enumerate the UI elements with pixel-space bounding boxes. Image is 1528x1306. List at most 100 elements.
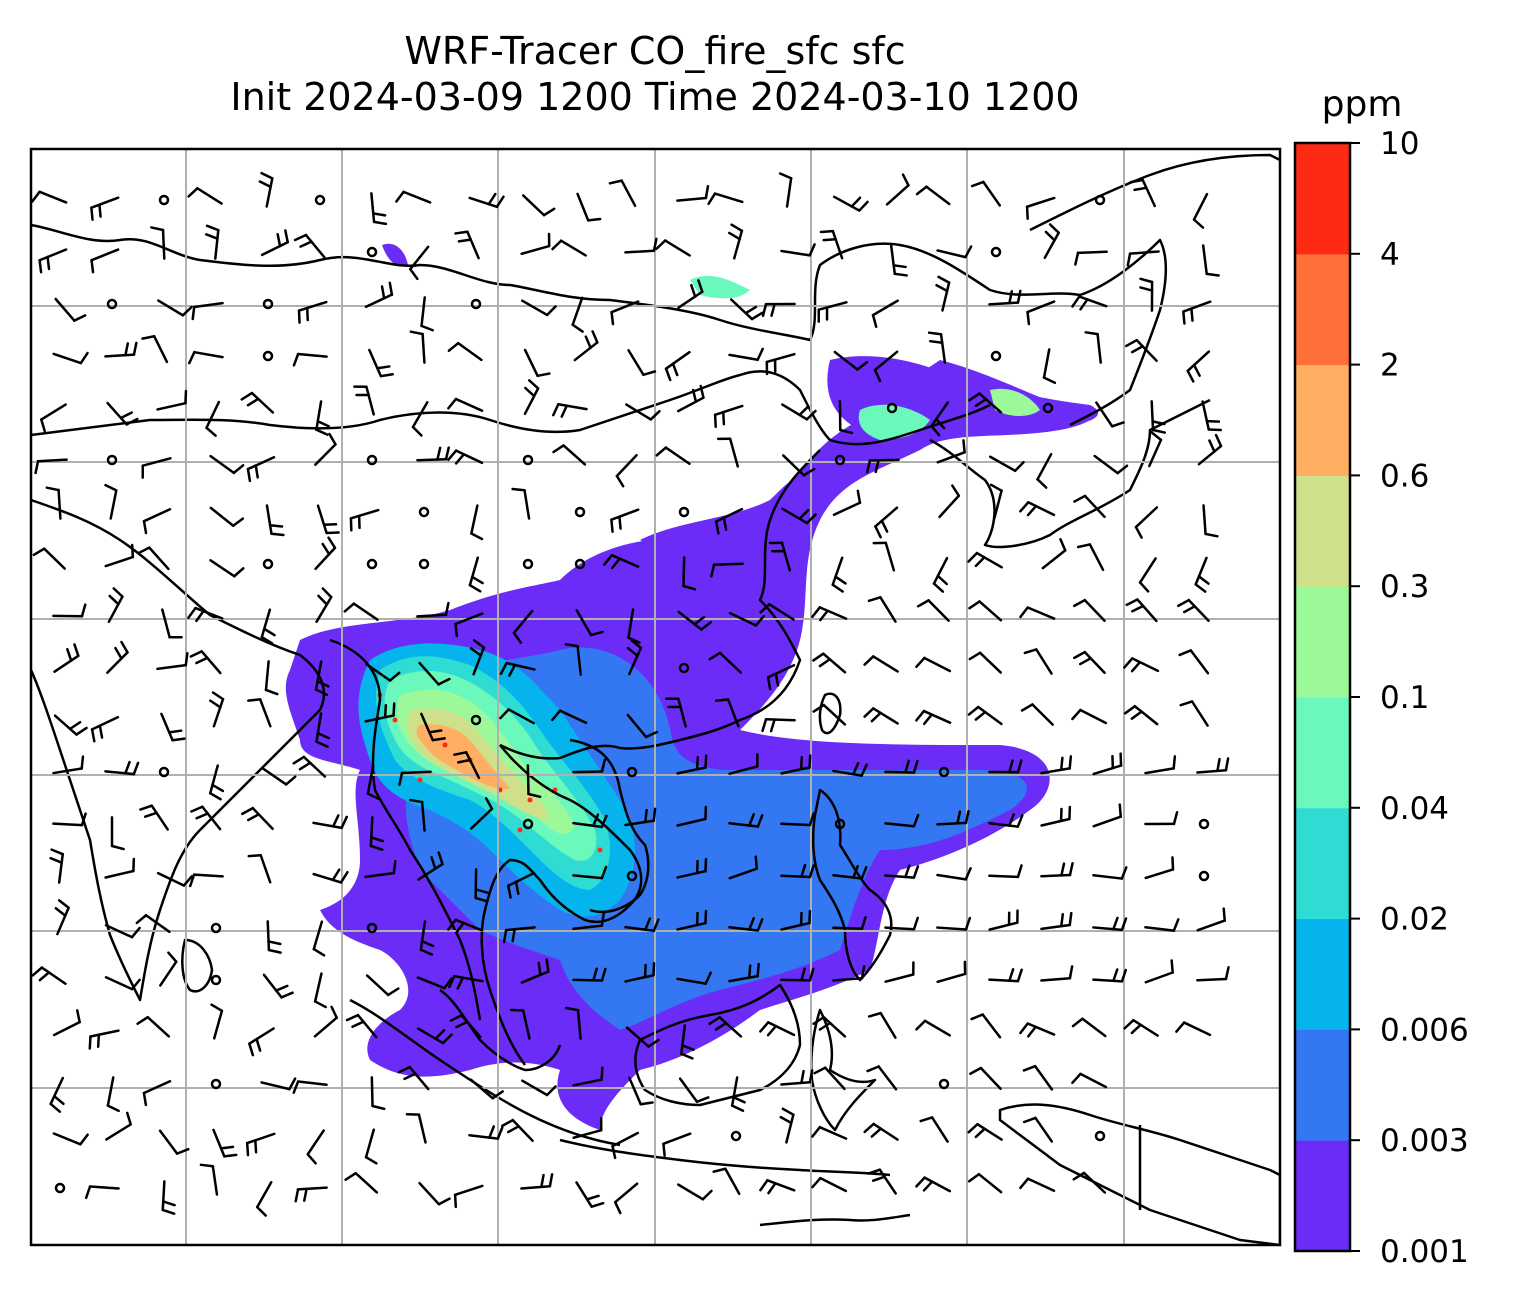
wind-barb-flag	[974, 710, 987, 721]
wind-barb	[712, 562, 744, 566]
wind-barb	[615, 453, 638, 478]
wind-barb-flag	[298, 761, 312, 771]
wind-barb-flag	[860, 866, 868, 880]
wind-barb	[464, 751, 481, 780]
wind-barb-flag	[321, 542, 331, 556]
wind-barb-flag	[871, 1175, 886, 1182]
wind-barb-flag	[1131, 604, 1145, 613]
wind-barb-flag	[704, 971, 712, 985]
wind-barb	[977, 1172, 1003, 1194]
calm-wind-marker	[158, 194, 170, 206]
wind-barb-flag	[247, 698, 262, 702]
wind-barb-flag	[1071, 295, 1081, 308]
wind-barb-flag	[655, 239, 667, 251]
wind-barb-flag	[1120, 968, 1128, 983]
wind-barb-flag	[40, 418, 46, 433]
wind-barb-flag	[647, 1038, 660, 1048]
wind-barb-flag	[834, 575, 847, 585]
wind-barb-flag	[748, 813, 755, 827]
wind-barb-flag	[331, 814, 340, 828]
wind-barb-flag	[800, 863, 807, 878]
coast-china-north	[31, 223, 1168, 427]
wind-barb	[312, 821, 343, 830]
wind-barb	[981, 1013, 1002, 1039]
wind-barb-flag	[1192, 218, 1205, 229]
wind-barb-flag	[1126, 252, 1132, 267]
wind-barb-flag	[434, 1029, 446, 1040]
wind-barb	[572, 874, 604, 880]
wind-barb	[523, 348, 539, 378]
wind-barb-flag	[1175, 1021, 1186, 1033]
wind-barb-flag	[929, 339, 944, 344]
wind-barb	[520, 970, 550, 984]
wind-barb	[625, 1026, 650, 1048]
wind-barb-flag	[808, 967, 815, 982]
wind-barb-flag	[1134, 525, 1143, 539]
wind-barb-flag	[474, 888, 489, 894]
wind-barb-flag	[652, 237, 658, 252]
wind-barb-flag	[511, 928, 516, 943]
wind-barb-flag	[88, 1035, 92, 1050]
coast-sri-lanka	[181, 938, 214, 993]
wind-barb-flag	[428, 729, 443, 734]
wind-barb	[832, 874, 864, 880]
wind-barb	[354, 1171, 379, 1194]
wind-barb	[148, 546, 170, 571]
wind-barb-flag	[1074, 251, 1080, 266]
wind-barb-flag	[697, 279, 704, 294]
wind-barb-flag	[756, 814, 764, 828]
wind-barb	[144, 914, 171, 934]
wind-barb-flag	[139, 804, 154, 811]
wind-barb-flag	[488, 1125, 496, 1139]
calm-wind-marker	[366, 454, 378, 466]
wind-barb-flag	[132, 761, 140, 776]
wind-barb-flag	[388, 281, 394, 296]
wind-barb-flag	[130, 926, 141, 939]
wind-barb-flag	[264, 688, 279, 696]
wind-barb	[1092, 978, 1124, 983]
wind-barb	[728, 353, 759, 362]
wind-barb	[730, 1076, 739, 1107]
wind-barb-flag	[880, 519, 889, 533]
wind-barb-flag	[1171, 856, 1175, 871]
coast-new-guinea	[998, 1103, 1280, 1245]
wind-barb	[192, 873, 224, 878]
wind-barb	[1025, 196, 1056, 208]
wind-barb-flag	[1151, 428, 1166, 434]
calm-wind-marker	[886, 402, 898, 414]
wind-barb-flag	[246, 467, 252, 483]
wind-barb-flag	[1120, 866, 1128, 880]
wind-barb	[105, 1123, 132, 1141]
wind-barb-flag	[297, 309, 301, 324]
calm-wind-marker	[54, 1182, 66, 1194]
wind-barb-flag	[75, 726, 88, 736]
wind-barb-flag	[693, 615, 706, 626]
wind-barb-flag	[457, 758, 472, 764]
wind-barb-flag	[1022, 1116, 1037, 1124]
wind-barb-flag	[643, 963, 647, 979]
wind-barb	[832, 769, 863, 777]
wind-barb-flag	[49, 1102, 62, 1113]
wind-barb	[453, 1184, 484, 1197]
wind-barb-flag	[610, 557, 621, 570]
wind-barb-flag	[870, 711, 882, 723]
wind-barb-flag	[714, 698, 730, 703]
wind-barb-flag	[219, 1145, 235, 1150]
wind-barb	[420, 712, 435, 742]
wind-barb-flag	[246, 397, 260, 407]
wind-barb	[302, 755, 327, 778]
wind-barb-flag	[437, 677, 451, 686]
wind-barb-flag	[112, 587, 124, 598]
wind-barb-flag	[409, 330, 424, 336]
wind-barb	[1190, 700, 1209, 727]
hotspot	[597, 847, 603, 853]
wind-barb-flag	[1044, 230, 1056, 242]
wind-barb-flag	[246, 813, 260, 822]
wind-barb	[562, 444, 587, 466]
wind-barb-flag	[682, 584, 697, 591]
wind-barb-flag	[1059, 538, 1067, 552]
wind-barb-flag	[392, 859, 397, 875]
coast-vietnam	[569, 738, 650, 914]
wind-barb-flag	[700, 620, 713, 631]
wind-barb	[312, 872, 343, 884]
